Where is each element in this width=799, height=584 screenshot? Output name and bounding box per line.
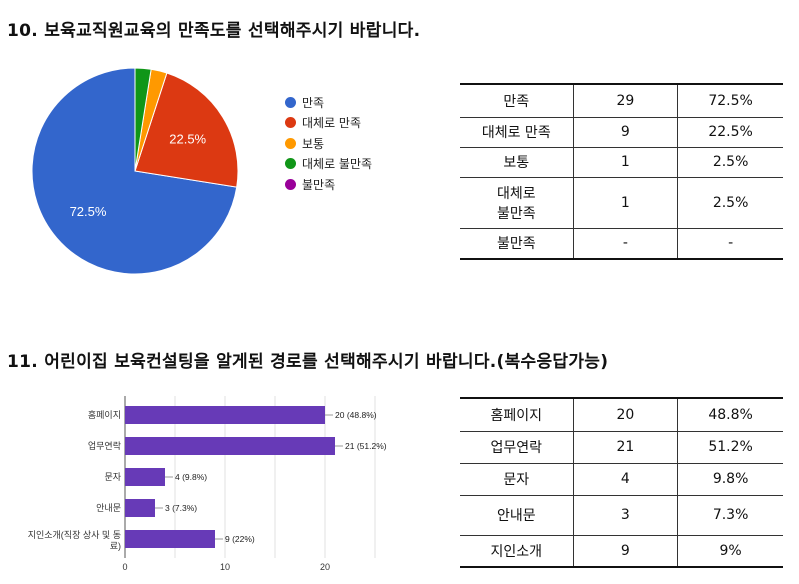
bar-value-label: 21 (51.2%) xyxy=(345,441,387,451)
table-row: 안내문 3 7.3% xyxy=(460,495,783,536)
table-cell-count: - xyxy=(572,228,678,260)
legend-item: 보통 xyxy=(285,133,372,154)
table-cell-category: 문자 xyxy=(460,463,574,496)
satisfaction-pie-chart: 72.5% 22.5% xyxy=(31,68,239,275)
table-cell-count: 21 xyxy=(572,431,678,464)
bar xyxy=(125,499,155,517)
table-cell-percent: 48.8% xyxy=(677,397,783,432)
bar-category-label: 지인소개(직장 상사 및 동 xyxy=(28,529,121,540)
table-cell-category: 업무연락 xyxy=(460,431,574,464)
table-row: 보통 1 2.5% xyxy=(460,147,783,178)
bar-value-label: 9 (22%) xyxy=(225,534,255,544)
table-row: 불만족 - - xyxy=(460,228,783,260)
q11-title: 11. 어린이집 보육컨설팅을 알게된 경로를 선택해주시기 바랍니다.(복수응… xyxy=(7,352,609,372)
table-row: 대체로 만족 9 22.5% xyxy=(460,117,783,148)
table-row: 문자 4 9.8% xyxy=(460,463,783,496)
table-cell-category: 지인소개 xyxy=(460,535,574,568)
table-cell-percent: 7.3% xyxy=(677,495,783,536)
legend-label: 대체로 만족 xyxy=(302,116,362,131)
source-bar-chart: 0 10 20 20 (48.8%) 홈페이지 21 (51.2%) 업무연락 4 (9.8%… xyxy=(28,396,387,572)
bar-category-label: 홈페이지 xyxy=(88,409,121,420)
pie-slice-label: 22.5% xyxy=(169,132,206,147)
legend-label: 불만족 xyxy=(302,177,336,192)
legend-swatch xyxy=(285,158,296,170)
bar-category-label: 업무연락 xyxy=(88,440,121,451)
pie-slice-4 xyxy=(134,68,152,172)
legend-swatch xyxy=(285,117,296,129)
legend-swatch xyxy=(285,178,296,190)
table-cell-category: 홈페이지 xyxy=(460,397,574,432)
table-cell-category: 만족 xyxy=(460,83,574,118)
bar xyxy=(125,468,165,486)
table-cell-category: 안내문 xyxy=(460,495,574,536)
table-cell-count: 20 xyxy=(572,397,678,432)
table-cell-category: 대체로 불만족 xyxy=(460,177,574,229)
table-cell-count: 9 xyxy=(572,117,678,148)
table-row: 대체로 불만족 1 2.5% xyxy=(460,177,783,229)
bar-x-tick: 20 xyxy=(320,562,330,572)
table-row: 만족 29 72.5% xyxy=(460,83,783,118)
table-cell-count: 1 xyxy=(572,177,678,229)
table-row: 홈페이지 20 48.8% xyxy=(460,397,783,432)
bar-category-label: 료) xyxy=(110,541,121,551)
table-cell-percent: 72.5% xyxy=(677,83,783,118)
legend-item: 대체로 만족 xyxy=(285,113,372,134)
bar-x-tick: 0 xyxy=(122,562,127,572)
satisfaction-table: 만족 29 72.5% 대체로 만족 9 22.5% 보통 1 2.5% 대체로 불만족 1 2.5%… xyxy=(460,83,783,260)
table-cell-percent: 9% xyxy=(677,535,783,568)
legend-label: 보통 xyxy=(302,136,325,151)
table-cell-category: 불만족 xyxy=(460,228,574,260)
legend-label: 만족 xyxy=(302,95,325,110)
table-cell-category: 대체로 만족 xyxy=(460,117,574,148)
table-cell-count: 1 xyxy=(572,147,678,178)
table-cell-percent: 2.5% xyxy=(677,177,783,229)
bar xyxy=(125,437,335,455)
bar-value-label: 3 (7.3%) xyxy=(165,503,197,513)
table-cell-percent: 9.8% xyxy=(677,463,783,496)
source-table: 홈페이지 20 48.8% 업무연락 21 51.2% 문자 4 9.8% 안내문 3 7.3% 지인소… xyxy=(460,397,783,568)
legend-swatch xyxy=(285,96,296,108)
pie-slice-label: 72.5% xyxy=(70,204,107,219)
pie-slice-1 xyxy=(31,68,238,275)
table-cell-percent: 22.5% xyxy=(677,117,783,148)
legend-item: 불만족 xyxy=(285,174,372,195)
pie-slice-2 xyxy=(134,72,239,188)
bar-value-label: 20 (48.8%) xyxy=(335,410,377,420)
table-row: 지인소개 9 9% xyxy=(460,535,783,568)
table-cell-count: 4 xyxy=(572,463,678,496)
bar-category-label: 문자 xyxy=(104,472,121,482)
bar xyxy=(125,406,325,424)
table-cell-count: 29 xyxy=(572,83,678,118)
legend-swatch xyxy=(285,137,296,149)
bar-x-tick: 10 xyxy=(220,562,230,572)
table-cell-percent: 2.5% xyxy=(677,147,783,178)
table-cell-category: 보통 xyxy=(460,147,574,178)
table-cell-count: 3 xyxy=(572,495,678,536)
legend-item: 대체로 불만족 xyxy=(285,154,372,175)
table-cell-percent: - xyxy=(677,228,783,260)
q10-title: 10. 보육교직원교육의 만족도를 선택해주시기 바랍니다. xyxy=(7,21,421,41)
bar xyxy=(125,530,215,548)
bar-value-label: 4 (9.8%) xyxy=(175,472,207,482)
table-cell-percent: 51.2% xyxy=(677,431,783,464)
table-row: 업무연락 21 51.2% xyxy=(460,431,783,464)
legend-label: 대체로 불만족 xyxy=(302,157,373,172)
bar-category-label: 안내문 xyxy=(96,503,121,513)
table-cell-count: 9 xyxy=(572,535,678,568)
legend-item: 만족 xyxy=(285,92,372,113)
